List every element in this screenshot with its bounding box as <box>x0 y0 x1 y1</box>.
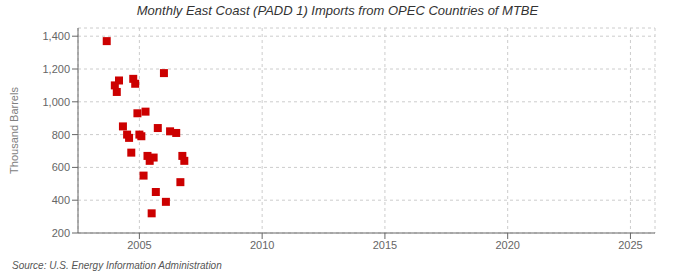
svg-text:1,000: 1,000 <box>42 96 70 108</box>
svg-text:2025: 2025 <box>618 239 642 251</box>
svg-text:2015: 2015 <box>373 239 397 251</box>
svg-text:600: 600 <box>52 161 70 173</box>
html-text:Monthly East Coast (PADD 1) Im: Monthly East Coast (PADD 1) Imports from… <box>136 3 539 18</box>
svg-text:800: 800 <box>52 129 70 141</box>
svg-text:400: 400 <box>52 194 70 206</box>
svg-text:1,400: 1,400 <box>42 30 70 42</box>
svg-text:1,200: 1,200 <box>42 63 70 75</box>
svg-text:2020: 2020 <box>495 239 519 251</box>
svg-text:2005: 2005 <box>127 239 151 251</box>
html-text:Source: U.S. Energy Informatio: Source: U.S. Energy Information Administ… <box>12 260 222 271</box>
svg-text:Thousand Barrels: Thousand Barrels <box>8 87 20 174</box>
svg-text:200: 200 <box>52 227 70 239</box>
svg-text:2010: 2010 <box>250 239 274 251</box>
